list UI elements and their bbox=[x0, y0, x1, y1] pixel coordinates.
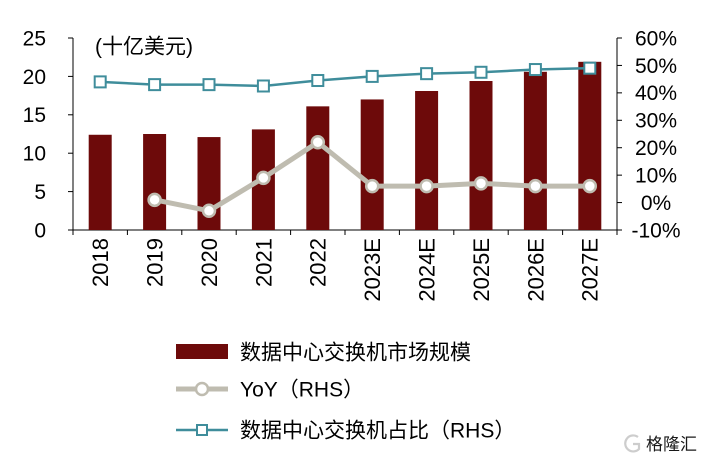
share-point-2025e bbox=[474, 65, 488, 79]
x-tick-label-2019: 2019 bbox=[143, 238, 168, 287]
legend-label-share: 数据中心交换机占比（RHS） bbox=[240, 419, 515, 442]
share-point-2018 bbox=[93, 75, 107, 89]
yoy-point-2021 bbox=[256, 170, 271, 186]
share-point-2026e bbox=[528, 63, 542, 77]
x-tick-label-2018: 2018 bbox=[88, 238, 113, 287]
yoy-point-2024e bbox=[419, 178, 434, 194]
x-tick-label-2026e: 2026E bbox=[523, 238, 548, 302]
y-tick-label-20: 20 bbox=[23, 66, 46, 89]
watermark-text: 格隆汇 bbox=[646, 435, 697, 454]
legend-swatch-share-marker bbox=[196, 424, 208, 436]
x-tick-label-2023e: 2023E bbox=[360, 238, 385, 302]
y2-tick-label-10: 10% bbox=[635, 164, 677, 187]
x-tick-label-2025e: 2025E bbox=[469, 238, 494, 302]
legend-label-yoy: YoY（RHS） bbox=[240, 378, 364, 401]
legend-swatch-bar bbox=[176, 344, 228, 359]
x-tick-label-2020: 2020 bbox=[197, 238, 222, 287]
watermark-logo-icon bbox=[624, 434, 641, 453]
bar-2023e bbox=[360, 99, 384, 230]
share-point-2023e bbox=[365, 69, 379, 83]
yoy-point-2019 bbox=[147, 192, 162, 208]
bars-layer bbox=[88, 61, 602, 231]
legend-item-yoy: YoY（RHS） bbox=[176, 378, 364, 401]
y-axis-unit-label: (十亿美元) bbox=[95, 35, 193, 58]
legend-item-market-size: 数据中心交换机市场规模 bbox=[176, 341, 471, 364]
bar-2025e bbox=[469, 81, 493, 231]
yoy-point-2026e bbox=[528, 178, 543, 194]
legend-label-market-size: 数据中心交换机市场规模 bbox=[240, 341, 471, 364]
yoy-point-2027e bbox=[582, 178, 598, 194]
share-line bbox=[98, 66, 592, 88]
y-tick-label-0: 0 bbox=[34, 219, 46, 242]
y2-tick-label-60: 60% bbox=[635, 27, 677, 50]
share-point-2021 bbox=[256, 79, 270, 93]
share-point-2024e bbox=[420, 67, 434, 81]
y-tick-label-10: 10 bbox=[23, 143, 46, 166]
x-tick-label-2024e: 2024E bbox=[415, 238, 440, 302]
bar-2027e bbox=[578, 61, 602, 230]
y2-tick-label-30: 30% bbox=[635, 110, 677, 133]
x-tick-label-2022: 2022 bbox=[306, 238, 331, 287]
legend-item-share: 数据中心交换机占比（RHS） bbox=[176, 419, 515, 442]
labels-layer: 0 5 10 15 20 25 -10% 0% 10% 20% 30% 40% 50% 60% 2018 20… bbox=[23, 27, 681, 301]
yoy-point-2023e bbox=[364, 178, 380, 194]
bar-2026e bbox=[523, 71, 547, 231]
share-point-2027e bbox=[583, 61, 597, 75]
yoy-point-2020 bbox=[201, 203, 217, 219]
y2-tick-label-40: 40% bbox=[635, 82, 677, 105]
bar-2018 bbox=[88, 134, 112, 230]
legend-swatch-yoy-marker bbox=[194, 381, 210, 397]
y2-tick-label-0: 0% bbox=[641, 192, 671, 215]
y2-tick-label-20: 20% bbox=[635, 137, 677, 160]
y-tick-label-5: 5 bbox=[34, 181, 46, 204]
legend: 数据中心交换机市场规模 YoY（RHS） 数据中心交换机占比（RHS） bbox=[176, 341, 515, 442]
x-tick-label-2027e: 2027E bbox=[578, 238, 603, 302]
bar-2019 bbox=[143, 134, 167, 230]
yoy-point-2022 bbox=[310, 134, 326, 150]
lines-layer bbox=[93, 61, 598, 219]
y2-tick-label--10: -10% bbox=[631, 219, 680, 242]
yoy-point-2025e bbox=[473, 176, 489, 191]
share-point-2022 bbox=[311, 74, 325, 88]
watermark: 格隆汇 bbox=[624, 434, 697, 454]
share-point-2019 bbox=[148, 78, 162, 92]
x-tick-label-2021: 2021 bbox=[251, 238, 276, 287]
bar-2022 bbox=[306, 106, 330, 230]
share-point-2020 bbox=[202, 78, 216, 92]
y2-tick-label-50: 50% bbox=[635, 55, 677, 78]
y-tick-label-25: 25 bbox=[23, 27, 46, 50]
bar-2024e bbox=[415, 90, 439, 230]
y-tick-label-15: 15 bbox=[23, 104, 46, 127]
